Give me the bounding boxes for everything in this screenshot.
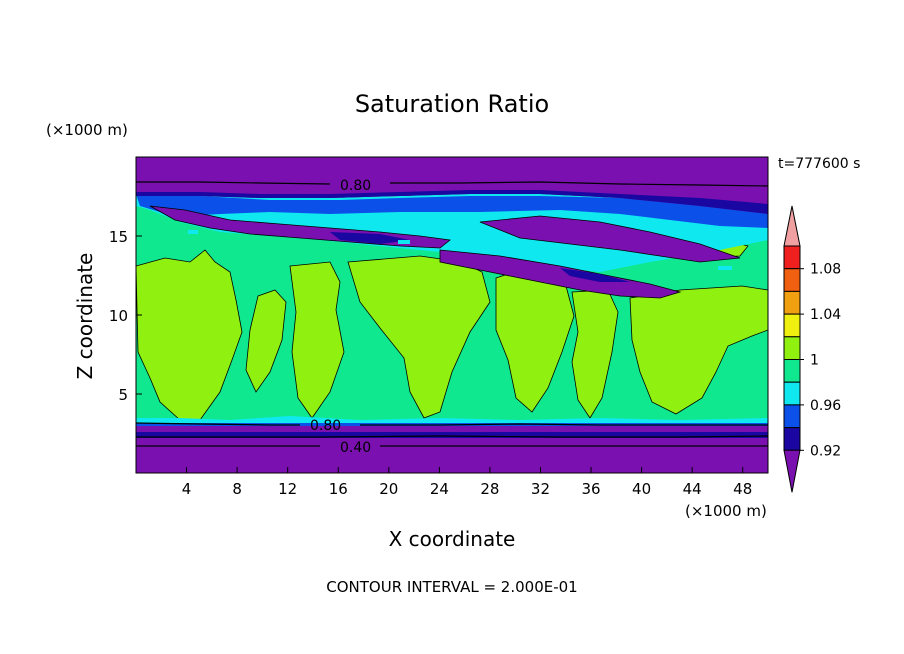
top-purple-band	[136, 157, 768, 214]
colorbar-band-5	[783, 336, 801, 360]
navy-core-right	[560, 268, 630, 282]
speckle-3	[520, 248, 528, 252]
speckle-4	[640, 258, 650, 262]
plume-region-2	[245, 289, 287, 393]
colorbar-band-2	[783, 404, 801, 429]
x-tick-label-36: 36	[581, 480, 600, 498]
y-tick-label-5: 5	[118, 386, 128, 404]
x-axis-ticks: 4 8 12 16 20 24 28 32 36 40 44 48	[182, 467, 752, 498]
colorbar-label-1.04: 1.04	[810, 307, 841, 323]
y-axis-title: Z coordinate	[73, 253, 97, 380]
time-label: t=777600 s	[778, 156, 860, 172]
x-tick-label-4: 4	[182, 480, 192, 498]
chart-title: Saturation Ratio	[355, 90, 549, 118]
colorbar-band-9	[783, 245, 801, 270]
colorbar-band-4	[783, 359, 801, 383]
speckle-5	[718, 266, 732, 270]
plume-region-1	[136, 249, 243, 421]
colorbar-band-6	[783, 313, 801, 338]
contour-line-080-bottom	[136, 422, 768, 426]
y-tick-label-10: 10	[109, 307, 128, 325]
x-tick-label-44: 44	[683, 480, 702, 498]
x-tick-label-32: 32	[531, 480, 550, 498]
plume-region-6	[571, 289, 619, 419]
colorbar-label-1.08: 1.08	[810, 262, 841, 278]
contour-label-middle: 0.80	[310, 418, 341, 434]
contour-label-bottom: 0.40	[340, 440, 371, 456]
speckle-2	[398, 240, 410, 244]
colorbar-band-1	[783, 427, 801, 451]
y-tick-label-15: 15	[109, 228, 128, 246]
x-tick-label-40: 40	[632, 480, 651, 498]
colorbar-label-1: 1	[810, 353, 819, 369]
y-unit-label: (×1000 m)	[46, 121, 128, 139]
colorbar-upper-arrow	[783, 205, 801, 247]
x-tick-label-48: 48	[733, 480, 752, 498]
upper-blue-band	[136, 194, 768, 228]
x-tick-label-24: 24	[430, 480, 449, 498]
colorbar-lower-arrow	[783, 449, 801, 493]
plume-region-3	[289, 261, 345, 419]
navy-core	[330, 232, 410, 244]
contour-line-060-bottom	[136, 435, 768, 438]
speckle-1	[188, 230, 198, 234]
purple-streak-lower	[439, 249, 682, 299]
purple-lens-right	[479, 215, 741, 263]
colorbar-band-8	[783, 268, 801, 292]
x-tick-label-12: 12	[278, 480, 297, 498]
contour-line-080-top	[136, 181, 768, 187]
x-tick-label-16: 16	[329, 480, 348, 498]
top-navy-band	[136, 190, 768, 214]
colorbar: 0.92 0.96 1 1.04 1.08	[783, 205, 841, 493]
y-axis-ticks: 5 10 15	[109, 228, 142, 404]
x-unit-label: (×1000 m)	[685, 502, 767, 520]
contour-interval-footer: CONTOUR INTERVAL = 2.000E-01	[326, 578, 577, 596]
colorbar-label-0.96: 0.96	[810, 398, 841, 414]
x-tick-label-28: 28	[480, 480, 499, 498]
plume-region-7	[629, 285, 768, 415]
x-axis-title: X coordinate	[389, 527, 516, 551]
colorbar-band-7	[783, 290, 801, 315]
boundary-cyan-band	[136, 416, 768, 424]
colorbar-label-0.92: 0.92	[810, 443, 841, 459]
colorbar-band-3	[783, 381, 801, 406]
contour-label-top: 0.80	[340, 178, 371, 194]
x-tick-label-20: 20	[379, 480, 398, 498]
contour-field: 0.80 0.80 0.40	[136, 157, 768, 473]
x-tick-label-8: 8	[232, 480, 242, 498]
